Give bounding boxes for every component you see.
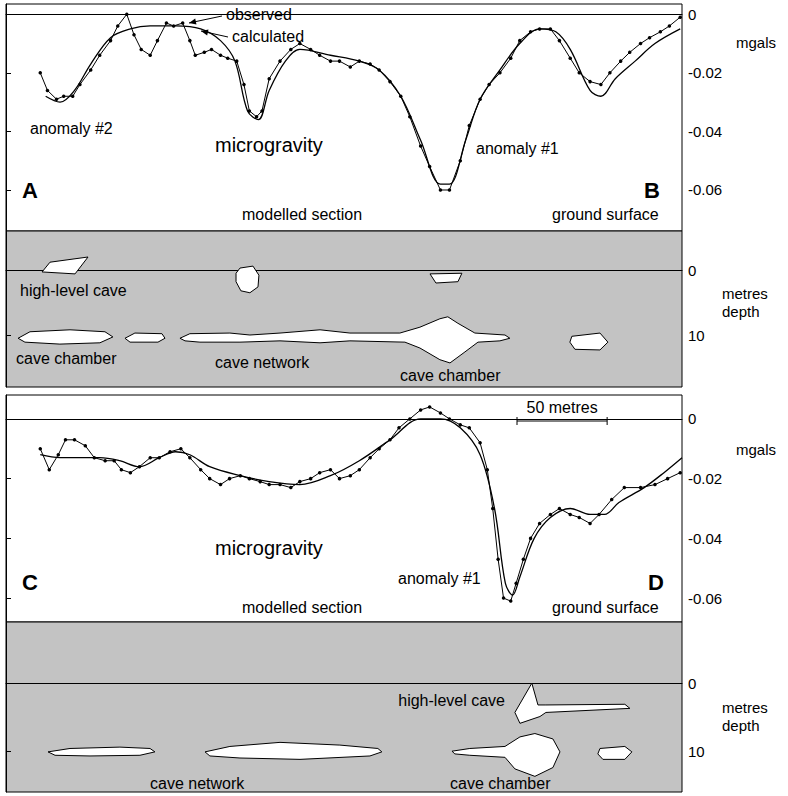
svg-text:-0.04: -0.04: [688, 530, 722, 547]
svg-text:anomaly #1: anomaly #1: [476, 140, 559, 157]
svg-text:anomaly #1: anomaly #1: [398, 570, 481, 587]
svg-text:high-level cave: high-level cave: [398, 692, 505, 709]
svg-text:0: 0: [688, 410, 696, 427]
svg-text:modelled section: modelled section: [242, 206, 362, 223]
svg-text:0: 0: [688, 6, 696, 23]
svg-text:-0.06: -0.06: [688, 590, 722, 607]
svg-text:modelled section: modelled section: [242, 599, 362, 616]
svg-text:cave chamber: cave chamber: [16, 350, 117, 367]
svg-text:metres: metres: [722, 285, 768, 302]
svg-text:depth: depth: [722, 717, 760, 734]
svg-text:cave network: cave network: [215, 354, 310, 371]
svg-text:metres: metres: [722, 699, 768, 716]
svg-text:0: 0: [688, 262, 696, 279]
svg-text:high-level cave: high-level cave: [20, 282, 127, 299]
svg-text:-0.04: -0.04: [688, 123, 722, 140]
svg-text:observed: observed: [226, 6, 292, 23]
svg-text:10: 10: [688, 743, 705, 760]
svg-text:cave network: cave network: [150, 775, 245, 792]
svg-text:ground surface: ground surface: [552, 599, 659, 616]
svg-text:microgravity: microgravity: [215, 134, 323, 156]
svg-text:-0.02: -0.02: [688, 470, 722, 487]
svg-text:-0.02: -0.02: [688, 64, 722, 81]
svg-text:microgravity: microgravity: [215, 537, 323, 559]
svg-text:cave chamber: cave chamber: [400, 367, 501, 384]
svg-text:mgals: mgals: [736, 34, 776, 51]
svg-text:D: D: [648, 570, 664, 595]
svg-text:C: C: [22, 570, 38, 595]
svg-text:mgals: mgals: [736, 441, 776, 458]
svg-text:-0.06: -0.06: [688, 181, 722, 198]
svg-text:10: 10: [688, 327, 705, 344]
svg-text:A: A: [22, 178, 38, 203]
svg-text:calculated: calculated: [232, 28, 304, 45]
svg-text:B: B: [644, 178, 660, 203]
svg-text:anomaly #2: anomaly #2: [30, 120, 113, 137]
svg-text:cave chamber: cave chamber: [450, 775, 551, 792]
svg-text:ground surface: ground surface: [552, 206, 659, 223]
svg-text:0: 0: [688, 675, 696, 692]
svg-text:50 metres: 50 metres: [526, 399, 597, 416]
svg-text:depth: depth: [722, 303, 760, 320]
